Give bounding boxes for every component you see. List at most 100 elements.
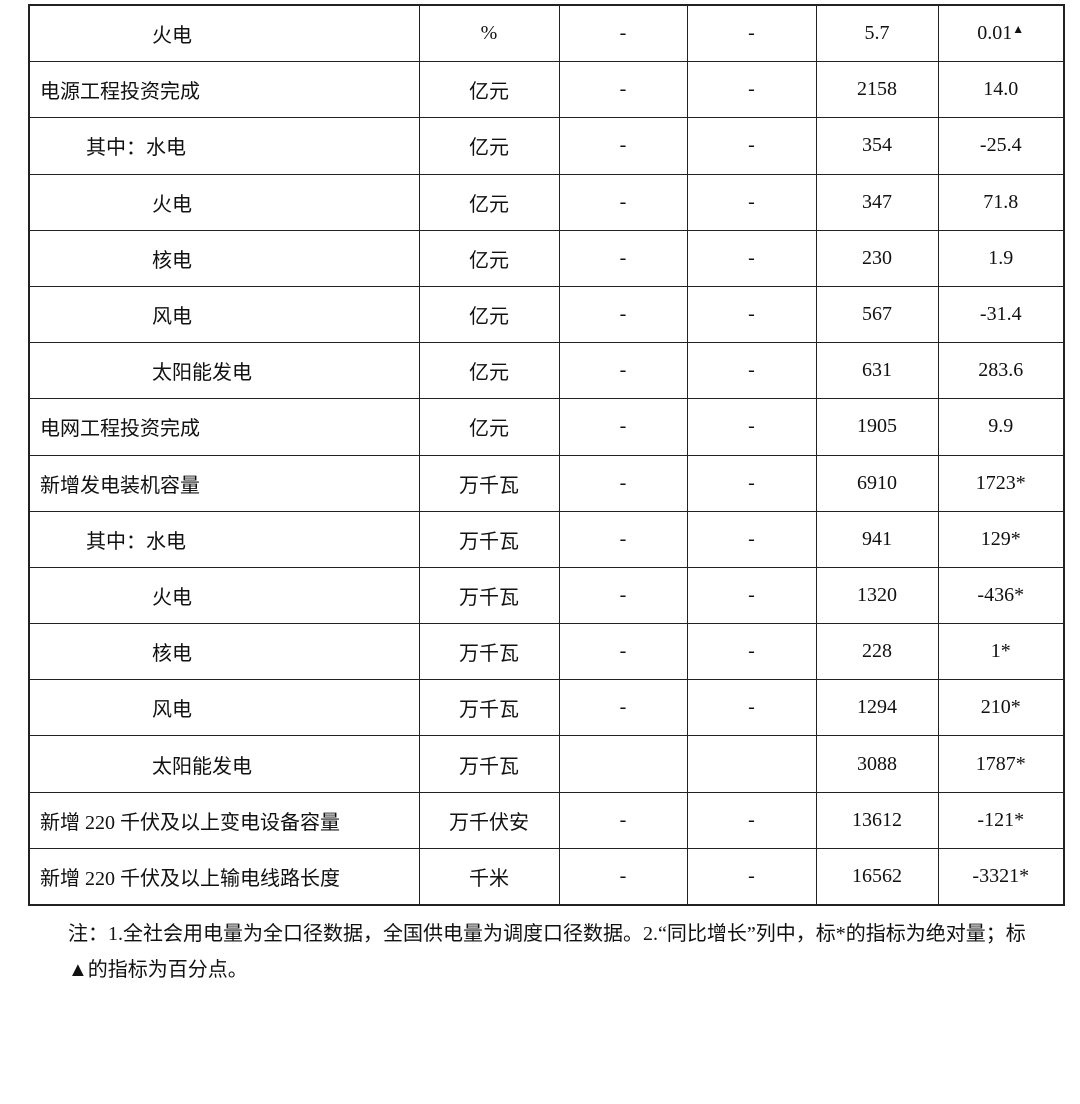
unit-cell-text: 万千瓦 [459,474,519,497]
blank-column-2-text: - [748,415,755,438]
value-cell-text: 5.7 [864,22,890,45]
growth-cell: 1.9 [937,229,1065,287]
growth-cell-text: 9.9 [988,415,1014,438]
unit-cell-text: 亿元 [469,193,509,216]
blank-column-1: - [558,342,688,400]
blank-column-1-text: - [619,246,627,269]
growth-cell-text: 283.6 [978,359,1024,382]
growth-cell: -25.4 [937,117,1065,175]
indicator-name: 电源工程投资完成 [28,61,420,119]
unit-cell-text: 万千瓦 [459,755,519,778]
blank-column-1: - [558,285,688,344]
growth-cell-text: -3321* [972,864,1030,887]
blank-column-1-text: - [619,134,627,157]
unit-cell-text: 万千伏安 [449,811,529,834]
blank-column-2-text: - [748,696,755,719]
unit-cell: 万千伏安 [418,791,560,849]
indicator-name: 新增发电装机容量 [28,454,420,512]
growth-cell-text: -121* [977,808,1025,831]
unit-cell-text: 亿元 [469,362,509,385]
unit-cell: 万千瓦 [418,623,560,681]
unit-cell-text: 万千瓦 [459,586,519,609]
growth-cell-text: 14.0 [983,78,1019,101]
blank-column-1: - [558,117,688,175]
value-cell: 13612 [815,791,939,849]
blank-column-2-text: - [748,583,755,606]
growth-cell: 1723* [937,454,1065,512]
indicator-name: 其中：水电 [28,117,420,175]
unit-cell-text: 亿元 [469,81,509,104]
blank-column-1: - [558,566,688,625]
blank-column-1: - [558,679,688,737]
value-cell: 1905 [815,398,939,456]
blank-column-1: - [558,847,688,906]
blank-column-2-text: - [748,471,755,494]
growth-cell-text: 210* [980,696,1021,719]
growth-cell-text: 1* [990,640,1011,663]
blank-column-1-text: - [619,359,627,382]
growth-cell: -31.4 [937,285,1065,344]
value-cell-text: 354 [862,134,892,157]
blank-column-1-text: - [619,415,627,438]
blank-column-1-text: - [619,190,627,213]
table-row: 核电 亿元 - - 230 1.9 [28,229,1065,287]
growth-cell: 129* [937,510,1065,568]
blank-column-2-text: - [748,359,755,382]
indicator-name: 新增 220 千伏及以上输电线路长度 [28,847,420,906]
blank-column-2: - [686,4,817,63]
indicator-name-text: 新增 220 千伏及以上输电线路长度 [40,867,340,890]
indicator-name-text: 太阳能发电 [152,362,252,385]
indicator-name: 其中：水电 [28,510,420,568]
unit-cell-text: 亿元 [469,306,509,329]
table-row: 新增 220 千伏及以上输电线路长度 千米 - - 16562 -3321* [28,847,1065,906]
table-row: 火电 亿元 - - 347 71.8 [28,173,1065,231]
table-row: 新增 220 千伏及以上变电设备容量 万千伏安 - - 13612 -121* [28,791,1065,849]
unit-cell: 万千瓦 [418,566,560,625]
unit-cell-text: 万千瓦 [459,530,519,553]
indicator-name: 火电 [28,173,420,231]
value-cell: 567 [815,285,939,344]
growth-cell-text: 0.01 [977,22,1013,45]
value-cell-text: 941 [862,527,892,550]
value-cell-text: 228 [862,640,892,663]
unit-cell: 万千瓦 [418,735,560,793]
blank-column-2-text: - [748,808,755,831]
blank-column-2-text: - [748,78,755,101]
blank-column-1-text: - [619,696,627,719]
blank-column-1: - [558,623,688,681]
growth-cell: 0.01▲ [937,4,1065,63]
blank-column-1: - [558,454,688,512]
unit-cell-text: 万千瓦 [459,699,519,722]
indicator-name-text: 火电 [152,586,192,609]
indicator-name-text: 核电 [152,643,192,666]
indicator-name: 火电 [28,566,420,625]
indicator-name: 核电 [28,229,420,287]
blank-column-1: - [558,4,688,63]
blank-column-2-text: - [748,190,755,213]
value-cell: 941 [815,510,939,568]
indicator-name: 新增 220 千伏及以上变电设备容量 [28,791,420,849]
table-row: 其中：水电 亿元 - - 354 -25.4 [28,117,1065,175]
blank-column-2: - [686,285,817,344]
value-cell: 347 [815,173,939,231]
table-row: 火电% - - 5.7 0.01▲ [28,4,1065,63]
unit-cell-text: 亿元 [469,249,509,272]
blank-column-2: - [686,510,817,568]
indicator-name-text: 太阳能发电 [152,755,252,778]
blank-column-2: - [686,454,817,512]
blank-column-1-text: - [619,640,627,663]
blank-column-2: - [686,117,817,175]
unit-cell-text: 千米 [469,867,509,890]
indicator-name-text: 核电 [152,249,192,272]
indicator-name-text: 火电 [152,25,192,48]
blank-column-2-text: - [748,640,755,663]
growth-cell: 9.9 [937,398,1065,456]
blank-column-1 [558,735,688,793]
blank-column-1: - [558,791,688,849]
growth-cell: -121* [937,791,1065,849]
indicator-name: 火电 [28,4,420,63]
blank-column-2: - [686,623,817,681]
table-row: 太阳能发电 亿元 - - 631 283.6 [28,342,1065,400]
growth-cell-text: 1.9 [988,246,1014,269]
indicator-name: 核电 [28,623,420,681]
